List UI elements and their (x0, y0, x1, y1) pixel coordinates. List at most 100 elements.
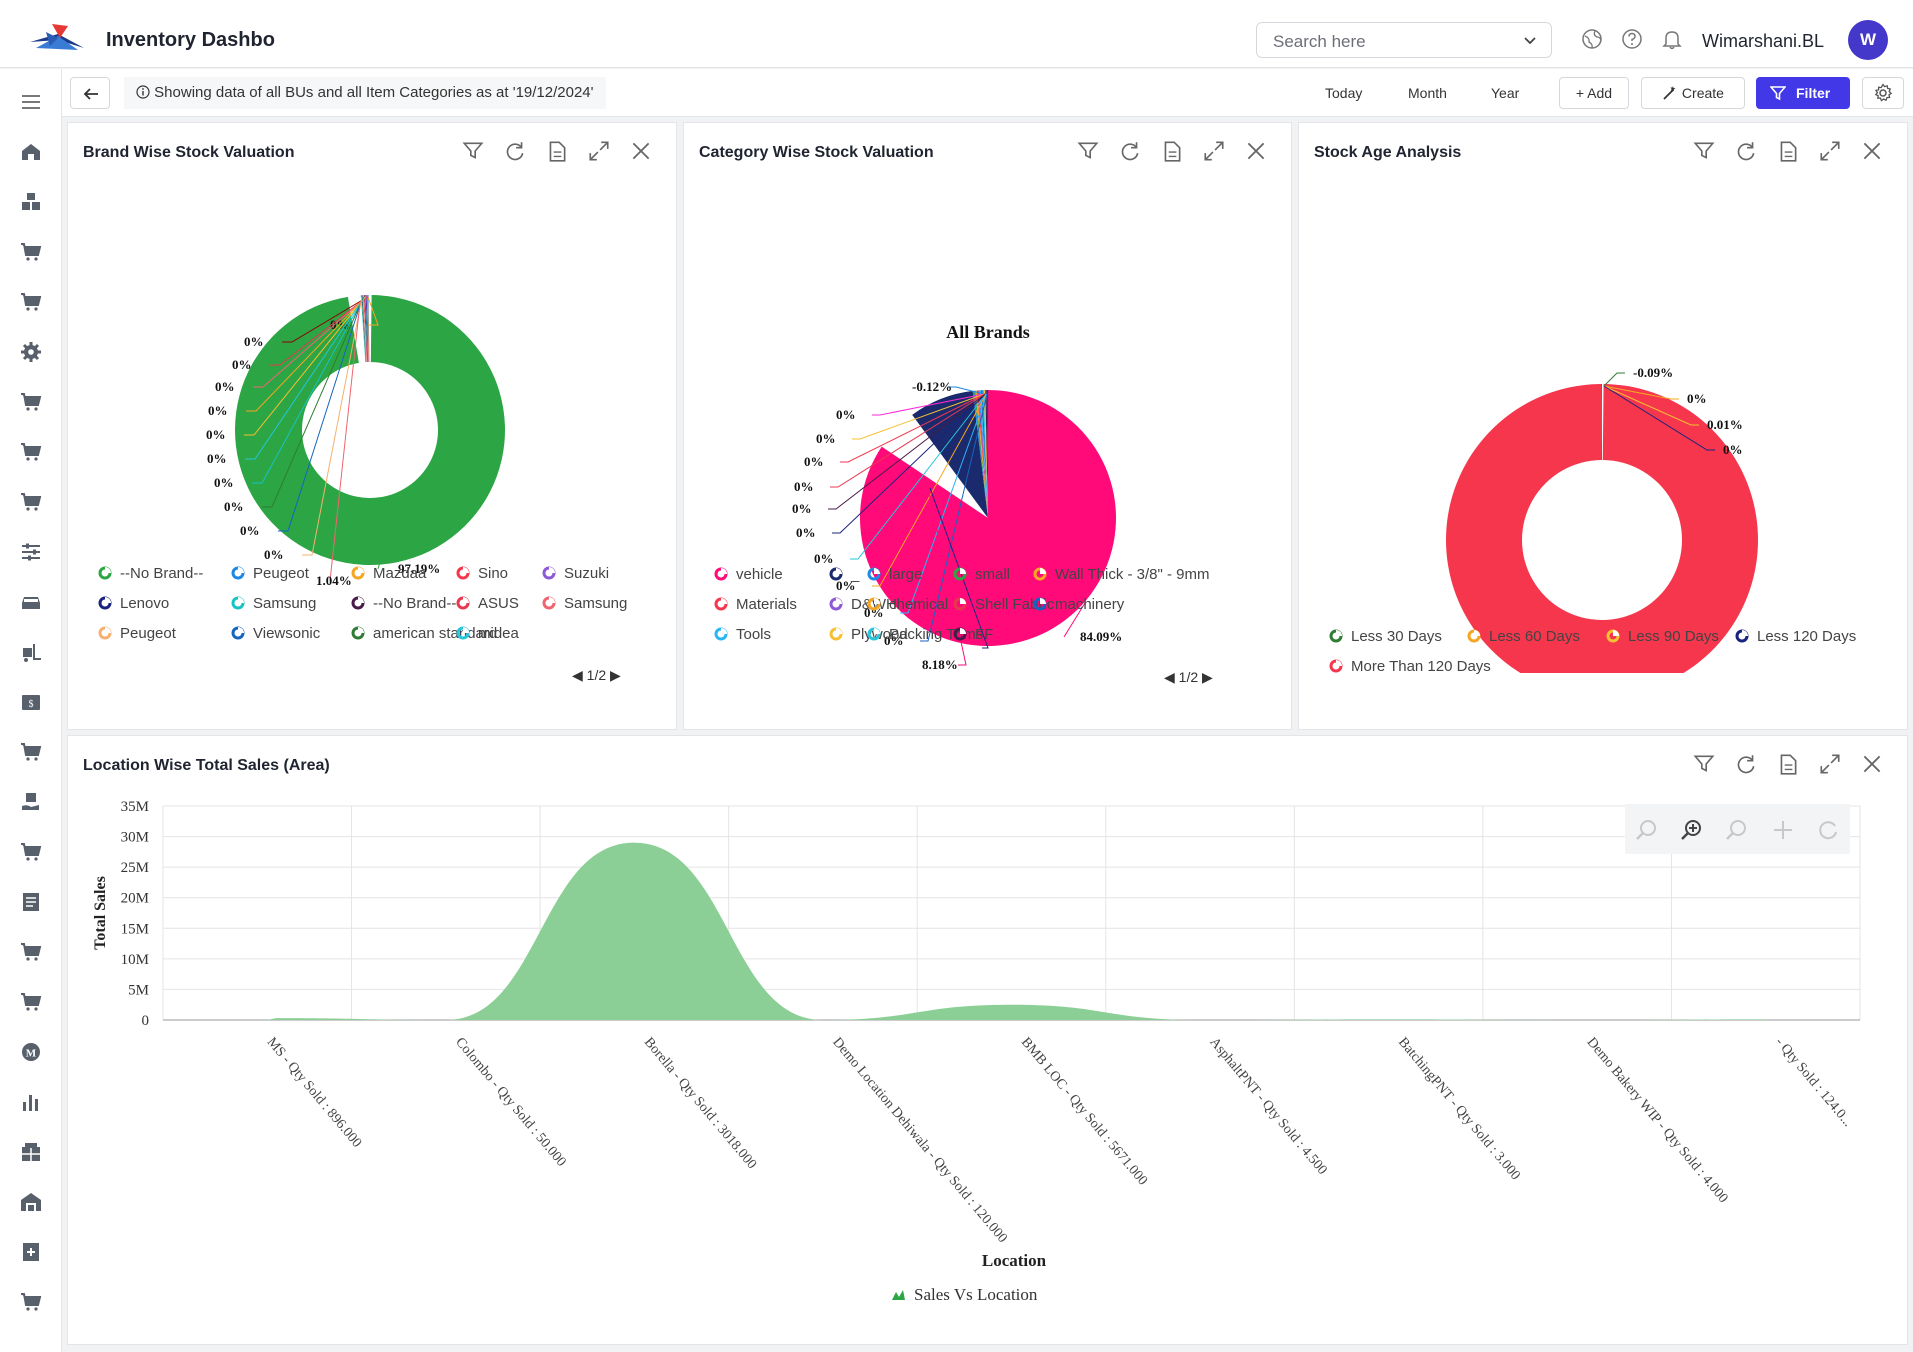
help-icon[interactable] (1621, 28, 1643, 50)
pie-slice[interactable] (362, 295, 367, 363)
pie-slice[interactable] (985, 390, 988, 518)
sidebar-cart-icon[interactable] (19, 490, 43, 514)
pie-slice[interactable] (975, 390, 988, 518)
legend-item[interactable]: large (867, 566, 922, 583)
zoom-out-icon[interactable] (1636, 820, 1656, 840)
refresh-icon[interactable] (503, 139, 527, 163)
legend-item[interactable]: Less 120 Days (1735, 628, 1856, 645)
sidebar-m-circle-icon[interactable]: M (19, 1040, 43, 1064)
chart-legend[interactable]: Sales Vs Location (892, 1285, 1038, 1304)
legend-item[interactable]: Tools (714, 626, 771, 643)
filter-icon[interactable] (461, 139, 485, 163)
pie-slice[interactable] (363, 295, 368, 363)
year-button[interactable]: Year (1491, 85, 1520, 101)
legend-item[interactable]: Wall Thick - 3/8" - 9mm (1033, 566, 1210, 583)
pie-slice[interactable] (365, 295, 368, 363)
expand-icon[interactable] (1818, 139, 1842, 163)
legend-item[interactable]: chemical (867, 596, 948, 613)
pan-icon[interactable] (1774, 821, 1792, 839)
legend-item[interactable]: FF (953, 626, 993, 643)
sidebar-cart-icon[interactable] (19, 840, 43, 864)
refresh-icon[interactable] (1734, 139, 1758, 163)
pie-slice[interactable] (1601, 384, 1602, 461)
pie-slice[interactable] (979, 390, 988, 518)
document-icon[interactable] (545, 139, 569, 163)
legend-item[interactable]: Less 90 Days (1606, 628, 1719, 645)
sidebar-menu-icon[interactable] (19, 90, 43, 114)
bell-icon[interactable] (1661, 28, 1683, 50)
pie-slice[interactable] (363, 295, 367, 363)
sidebar-cash-icon[interactable]: $ (19, 690, 43, 714)
legend-item[interactable]: small (953, 566, 1010, 583)
sidebar-sliders-icon[interactable] (19, 540, 43, 564)
legend-item[interactable]: Viewsonic (231, 625, 320, 642)
reset-icon[interactable] (1819, 821, 1837, 840)
close-icon[interactable] (629, 139, 653, 163)
filter-icon[interactable] (1692, 752, 1716, 776)
legend-item[interactable]: Less 60 Days (1467, 628, 1580, 645)
settings-button[interactable] (1862, 77, 1904, 109)
legend-item[interactable]: Less 30 Days (1329, 628, 1442, 645)
pie-slice[interactable] (366, 295, 369, 363)
document-icon[interactable] (1160, 139, 1184, 163)
month-button[interactable]: Month (1408, 85, 1447, 101)
pie-slice[interactable] (365, 295, 369, 363)
sidebar-car-icon[interactable] (19, 590, 43, 614)
pie-slice[interactable] (235, 295, 505, 566)
sidebar-cart-icon[interactable] (19, 740, 43, 764)
pie-slice[interactable] (986, 390, 989, 518)
legend-item[interactable]: More Than 120 Days (1329, 658, 1491, 675)
expand-icon[interactable] (587, 139, 611, 163)
pie-slice[interactable] (981, 390, 988, 518)
pager-next-icon[interactable]: ▶ (1202, 669, 1213, 685)
pie-slice[interactable] (974, 390, 988, 518)
sidebar-hand-box-icon[interactable] (19, 790, 43, 814)
legend-item[interactable]: Lenovo (98, 595, 169, 612)
sidebar-cart-icon[interactable] (19, 440, 43, 464)
zoom-in-icon[interactable] (1681, 820, 1701, 840)
legend-item[interactable]: Materials (714, 596, 797, 613)
sidebar-add-doc-icon[interactable] (19, 1240, 43, 1264)
refresh-icon[interactable] (1734, 752, 1758, 776)
pie-slice[interactable] (361, 295, 366, 363)
today-button[interactable]: Today (1325, 85, 1363, 101)
legend-item[interactable]: --No Brand-- (351, 595, 456, 612)
legend-item[interactable]: Peugeot (231, 565, 309, 582)
legend-item[interactable]: D&WH (829, 596, 897, 613)
close-icon[interactable] (1244, 139, 1268, 163)
sidebar-cart-icon[interactable] (19, 940, 43, 964)
legend-item[interactable]: midea (456, 625, 519, 642)
area-series[interactable] (266, 842, 1766, 1020)
sidebar-boxes-icon[interactable] (19, 190, 43, 214)
pie-slice[interactable] (1446, 384, 1758, 673)
pager-prev-icon[interactable]: ◀ (572, 667, 583, 683)
sidebar-cart-icon[interactable] (19, 240, 43, 264)
legend-item[interactable]: Shell Fabric (953, 596, 1054, 613)
legend-item[interactable]: Sino (456, 565, 508, 582)
sidebar-cart-icon[interactable] (19, 390, 43, 414)
avatar[interactable]: W (1848, 20, 1888, 60)
username[interactable]: Wimarshani.BL (1702, 31, 1825, 51)
legend-item[interactable]: Samsung (231, 595, 316, 612)
pager-prev-icon[interactable]: ◀ (1164, 669, 1175, 685)
sidebar-warehouse-icon[interactable] (19, 1190, 43, 1214)
sidebar-bar-chart-icon[interactable] (19, 1090, 43, 1114)
legend-item[interactable]: vehicle (714, 566, 783, 583)
globe-icon[interactable] (1581, 28, 1603, 50)
back-button[interactable] (70, 77, 110, 109)
close-icon[interactable] (1860, 139, 1884, 163)
pie-slice[interactable] (976, 390, 988, 518)
zoom-reset-icon[interactable] (1726, 820, 1746, 840)
pie-slice[interactable] (361, 295, 367, 363)
add-button[interactable]: + Add (1559, 77, 1629, 109)
legend-item[interactable]: Peugeot (98, 625, 176, 642)
sidebar-gear-icon[interactable] (19, 340, 43, 364)
filter-icon[interactable] (1692, 139, 1716, 163)
document-icon[interactable] (1776, 139, 1800, 163)
pie-slice[interactable] (983, 390, 988, 518)
sidebar-forklift-icon[interactable] (19, 640, 43, 664)
pie-slice[interactable] (366, 295, 369, 363)
expand-icon[interactable] (1202, 139, 1226, 163)
pager-next-icon[interactable]: ▶ (610, 667, 621, 683)
sidebar-cart-icon[interactable] (19, 990, 43, 1014)
